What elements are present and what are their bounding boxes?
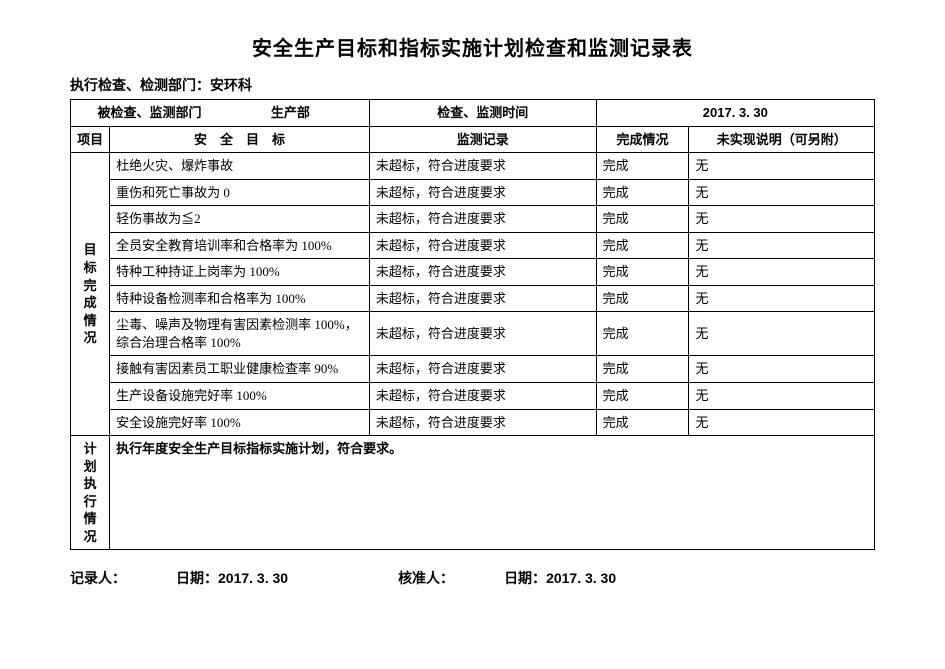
date-label-1: 日期： [176,570,218,586]
note-cell: 无 [689,259,875,286]
monitor-cell: 未超标，符合进度要求 [369,179,596,206]
status-cell: 完成 [596,232,689,259]
goal-cell: 特种设备检测率和合格率为 100% [110,285,370,312]
plan-text: 执行年度安全生产目标指标实施计划，符合要求。 [110,436,875,550]
status-cell: 完成 [596,356,689,383]
executing-department-line: 执行检查、检测部门：安环科 [70,75,875,95]
goal-cell: 重伤和死亡事故为 0 [110,179,370,206]
document-page: 安全生产目标和指标实施计划检查和监测记录表 执行检查、检测部门：安环科 被检查、… [0,0,945,588]
status-cell: 完成 [596,383,689,410]
note-cell: 无 [689,356,875,383]
side-label-plan: 计划执行情况 [71,436,110,550]
note-cell: 无 [689,409,875,436]
col-project: 项目 [71,126,110,153]
note-cell: 无 [689,206,875,233]
goal-cell: 尘毒、噪声及物理有害因素检测率 100%，综合治理合格率 100% [110,312,370,356]
goal-cell: 安全设施完好率 100% [110,409,370,436]
table-row: 接触有害因素员工职业健康检查率 90% 未超标，符合进度要求 完成 无 [71,356,875,383]
status-cell: 完成 [596,179,689,206]
col-monitor: 监测记录 [369,126,596,153]
date-label-2: 日期： [504,570,546,586]
table-row: 特种设备检测率和合格率为 100% 未超标，符合进度要求 完成 无 [71,285,875,312]
footer-signature-line: 记录人： 日期：2017. 3. 30 核准人： 日期：2017. 3. 30 [70,568,875,588]
goal-cell: 特种工种持证上岗率为 100% [110,259,370,286]
goal-cell: 全员安全教育培训率和合格率为 100% [110,232,370,259]
monitor-cell: 未超标，符合进度要求 [369,383,596,410]
status-cell: 完成 [596,409,689,436]
monitor-cell: 未超标，符合进度要求 [369,409,596,436]
inspection-time-value: 2017. 3. 30 [596,100,874,127]
status-cell: 完成 [596,259,689,286]
col-goal: 安 全 目 标 [110,126,370,153]
date-value-2: 2017. 3. 30 [546,570,616,586]
date-value-1: 2017. 3. 30 [218,570,288,586]
approver-label: 核准人： [398,568,454,588]
table-row: 生产设备设施完好率 100% 未超标，符合进度要求 完成 无 [71,383,875,410]
note-cell: 无 [689,153,875,180]
note-cell: 无 [689,312,875,356]
meta-header-row: 被检查、监测部门 生产部 检查、监测时间 2017. 3. 30 [71,100,875,127]
status-cell: 完成 [596,153,689,180]
table-row: 全员安全教育培训率和合格率为 100% 未超标，符合进度要求 完成 无 [71,232,875,259]
note-cell: 无 [689,179,875,206]
plan-row: 计划执行情况 执行年度安全生产目标指标实施计划，符合要求。 [71,436,875,550]
monitor-cell: 未超标，符合进度要求 [369,206,596,233]
side-label-goal-completion: 目标完成情况 [71,153,110,436]
inspected-dept-label: 被检查、监测部门 生产部 [71,100,370,127]
note-cell: 无 [689,285,875,312]
document-title: 安全生产目标和指标实施计划检查和监测记录表 [70,32,875,61]
table-row: 目标完成情况 杜绝火灾、爆炸事故 未超标，符合进度要求 完成 无 [71,153,875,180]
monitor-cell: 未超标，符合进度要求 [369,312,596,356]
table-row: 尘毒、噪声及物理有害因素检测率 100%，综合治理合格率 100% 未超标，符合… [71,312,875,356]
goal-cell: 杜绝火灾、爆炸事故 [110,153,370,180]
status-cell: 完成 [596,206,689,233]
goal-cell: 轻伤事故为≦2 [110,206,370,233]
table-row: 安全设施完好率 100% 未超标，符合进度要求 完成 无 [71,409,875,436]
recorder-label: 记录人： [70,568,126,588]
table-row: 重伤和死亡事故为 0 未超标，符合进度要求 完成 无 [71,179,875,206]
monitor-cell: 未超标，符合进度要求 [369,259,596,286]
inspection-time-label: 检查、监测时间 [369,100,596,127]
monitor-cell: 未超标，符合进度要求 [369,153,596,180]
note-cell: 无 [689,232,875,259]
col-status: 完成情况 [596,126,689,153]
inspection-table: 被检查、监测部门 生产部 检查、监测时间 2017. 3. 30 项目 安 全 … [70,99,875,550]
column-header-row: 项目 安 全 目 标 监测记录 完成情况 未实现说明（可另附） [71,126,875,153]
goal-cell: 接触有害因素员工职业健康检查率 90% [110,356,370,383]
monitor-cell: 未超标，符合进度要求 [369,232,596,259]
col-note: 未实现说明（可另附） [689,126,875,153]
monitor-cell: 未超标，符合进度要求 [369,356,596,383]
status-cell: 完成 [596,312,689,356]
table-row: 轻伤事故为≦2 未超标，符合进度要求 完成 无 [71,206,875,233]
table-row: 特种工种持证上岗率为 100% 未超标，符合进度要求 完成 无 [71,259,875,286]
monitor-cell: 未超标，符合进度要求 [369,285,596,312]
goal-cell: 生产设备设施完好率 100% [110,383,370,410]
note-cell: 无 [689,383,875,410]
status-cell: 完成 [596,285,689,312]
